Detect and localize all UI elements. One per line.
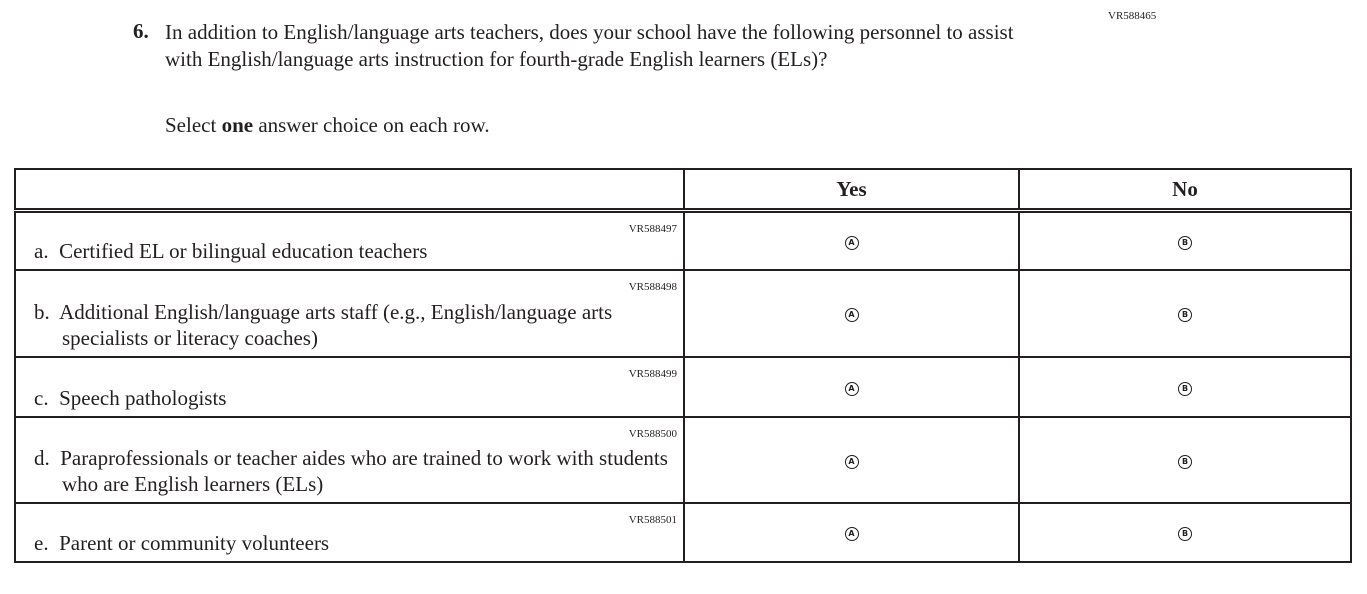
- yes-bubble[interactable]: A: [844, 527, 859, 541]
- item-label: VR588501 e. Parent or community volunteer…: [14, 501, 685, 563]
- question-number: 6.: [133, 19, 149, 43]
- item-label: VR588497 a. Certified EL or bilingual edu…: [14, 209, 685, 271]
- yes-cell: A: [683, 415, 1020, 504]
- instruction-bold: one: [221, 113, 254, 137]
- item-letter: e.: [34, 530, 49, 555]
- no-bubble[interactable]: B: [1178, 527, 1192, 541]
- table-row: VR588498 b. Additional English/language a…: [14, 268, 1352, 358]
- item-letter: b.: [34, 299, 50, 324]
- item-text: c. Speech pathologists: [16, 385, 683, 416]
- header-no: No: [1018, 168, 1352, 213]
- no-bubble[interactable]: B: [1178, 454, 1192, 469]
- no-cell: B: [1018, 415, 1352, 504]
- item-label: VR588500 d. Paraprofessionals or teacher …: [14, 415, 685, 504]
- instruction-pre: Select: [165, 113, 222, 137]
- yes-cell: A: [683, 209, 1020, 271]
- header-yes: Yes: [683, 168, 1020, 213]
- header-blank: [14, 168, 685, 213]
- no-cell: B: [1018, 268, 1352, 358]
- yes-bubble[interactable]: A: [844, 454, 859, 469]
- question-text: In addition to English/language arts tea…: [165, 20, 1014, 71]
- item-id: VR588497: [628, 223, 677, 235]
- item-description: Additional English/language arts staff (…: [59, 299, 613, 350]
- item-description: Certified EL or bilingual education teac…: [59, 238, 428, 263]
- item-id: VR588501: [628, 513, 677, 526]
- item-id: VR588500: [628, 427, 677, 440]
- item-description: Paraprofessionals or teacher aides who a…: [60, 445, 668, 496]
- item-id: VR588499: [628, 367, 677, 380]
- answer-grid: Yes No VR588497 a. Certified EL or bilingu…: [14, 168, 1352, 563]
- no-cell: B: [1018, 355, 1352, 418]
- item-text: d. Paraprofessionals or teacher aides wh…: [16, 445, 683, 502]
- item-text: b. Additional English/language arts staf…: [16, 299, 683, 356]
- table-row: VR588501 e. Parent or community volunteer…: [14, 501, 1352, 563]
- no-cell: B: [1018, 501, 1352, 563]
- item-text: a. Certified EL or bilingual education t…: [16, 238, 683, 269]
- item-id: VR588498: [628, 280, 677, 293]
- item-description: Speech pathologists: [59, 385, 227, 410]
- yes-bubble[interactable]: A: [844, 308, 859, 322]
- question-id: VR588465: [1108, 10, 1157, 22]
- item-letter: c.: [34, 385, 49, 410]
- yes-bubble[interactable]: A: [844, 235, 859, 250]
- no-cell: B: [1018, 209, 1352, 271]
- item-text: e. Parent or community volunteers: [16, 530, 683, 561]
- yes-cell: A: [683, 501, 1020, 563]
- table-row: VR588497 a. Certified EL or bilingual edu…: [14, 209, 1352, 271]
- yes-cell: A: [683, 355, 1020, 418]
- instruction-post: answer choice on each row.: [253, 113, 490, 137]
- item-letter: a.: [34, 238, 49, 263]
- no-bubble[interactable]: B: [1178, 235, 1192, 250]
- instruction: Select one answer choice on each row.: [165, 113, 490, 138]
- yes-bubble[interactable]: A: [844, 381, 859, 396]
- no-bubble[interactable]: B: [1178, 308, 1192, 322]
- item-description: Parent or community volunteers: [59, 530, 330, 555]
- item-letter: d.: [34, 445, 50, 470]
- table-row: VR588500 d. Paraprofessionals or teacher …: [14, 415, 1352, 504]
- no-bubble[interactable]: B: [1178, 381, 1192, 396]
- yes-cell: A: [683, 268, 1020, 358]
- table-row: VR588499 c. Speech pathologists A B: [14, 355, 1352, 418]
- item-label: VR588499 c. Speech pathologists: [14, 355, 685, 418]
- item-label: VR588498 b. Additional English/language a…: [14, 268, 685, 358]
